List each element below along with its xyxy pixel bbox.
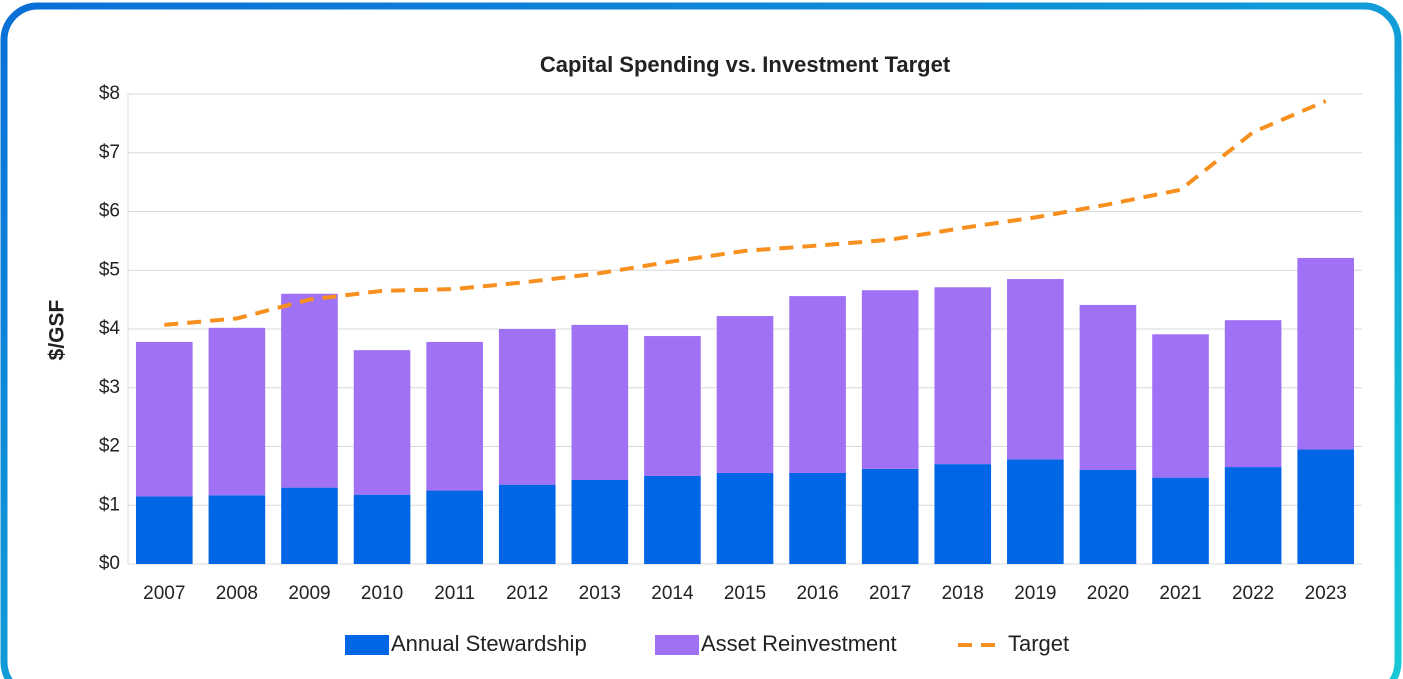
- bar: [789, 472, 846, 564]
- x-tick-label: 2013: [579, 583, 621, 604]
- x-tick-label: 2009: [288, 583, 330, 604]
- bar: [571, 479, 629, 564]
- bar: [1079, 470, 1137, 564]
- y-tick-label: $1: [99, 494, 120, 515]
- bar: [1007, 279, 1064, 460]
- bar: [426, 341, 483, 491]
- x-tick-label: 2023: [1305, 583, 1347, 604]
- bar: [1152, 334, 1209, 478]
- legend-label: Target: [1008, 631, 1069, 656]
- bar: [208, 495, 266, 564]
- x-tick-label: 2007: [143, 583, 185, 604]
- y-tick-label: $6: [99, 201, 120, 222]
- legend-swatch: [655, 635, 699, 655]
- x-tick-label: 2011: [434, 583, 475, 604]
- bar: [861, 290, 919, 469]
- bar: [934, 464, 992, 564]
- bar: [498, 329, 556, 485]
- bar: [1224, 467, 1282, 564]
- x-tick-label: 2021: [1159, 583, 1201, 604]
- x-tick-label: 2012: [506, 583, 548, 604]
- bar: [716, 316, 774, 473]
- bar: [789, 296, 846, 473]
- bar: [716, 472, 774, 564]
- bar: [281, 487, 338, 564]
- target-line: [164, 99, 1327, 327]
- chart-title: Capital Spending vs. Investment Target: [540, 52, 951, 77]
- bar: [1224, 320, 1282, 468]
- bar: [934, 287, 992, 465]
- bar: [353, 494, 411, 564]
- x-tick-label: 2010: [361, 583, 403, 604]
- x-tick-label: 2022: [1232, 583, 1274, 604]
- bar: [1297, 449, 1355, 564]
- y-tick-label: $0: [99, 553, 120, 574]
- bar: [644, 336, 701, 476]
- x-tick-label: 2014: [651, 583, 694, 604]
- x-tick-label: 2016: [796, 583, 838, 604]
- legend-label: Annual Stewardship: [391, 631, 587, 656]
- x-tick-label: 2008: [216, 583, 258, 604]
- y-tick-label: $3: [99, 377, 120, 398]
- legend-swatch: [345, 635, 389, 655]
- bar: [281, 293, 338, 488]
- x-tick-label: 2017: [869, 583, 911, 604]
- bar: [1297, 257, 1355, 450]
- y-tick-label: $7: [99, 142, 120, 163]
- legend-label: Asset Reinvestment: [701, 631, 897, 656]
- y-tick-label: $2: [99, 436, 120, 457]
- x-tick-label: 2019: [1014, 583, 1056, 604]
- bar: [498, 484, 556, 564]
- bar: [1152, 477, 1209, 564]
- x-tick-label: 2015: [724, 583, 766, 604]
- bar: [861, 468, 919, 564]
- bar: [644, 475, 701, 564]
- y-tick-label: $4: [99, 318, 121, 339]
- bar: [135, 341, 193, 497]
- y-tick-label: $8: [99, 83, 120, 104]
- y-tick-label: $5: [99, 259, 120, 280]
- bar: [426, 490, 483, 564]
- x-tick-label: 2020: [1087, 583, 1129, 604]
- x-tick-label: 2018: [942, 583, 984, 604]
- bar: [353, 350, 411, 495]
- bar: [1079, 304, 1137, 470]
- bar: [135, 496, 193, 564]
- bar: [208, 327, 266, 496]
- bar: [1007, 459, 1064, 564]
- y-axis-label: $/GSF: [46, 299, 69, 360]
- bar: [571, 324, 629, 480]
